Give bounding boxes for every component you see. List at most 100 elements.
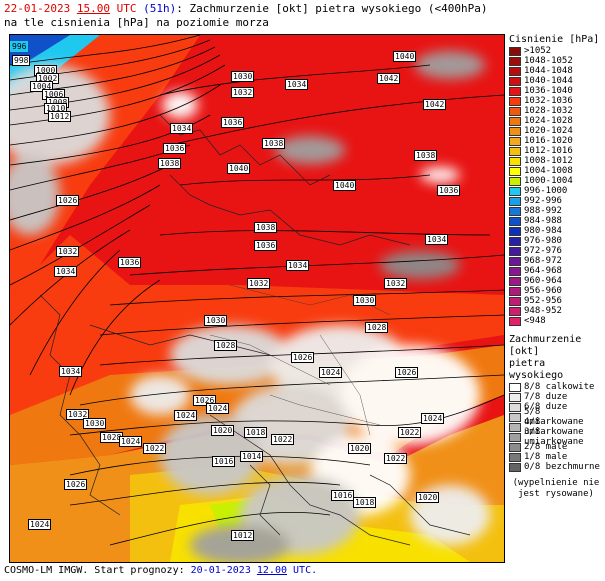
legend-swatch [509,76,521,86]
legend-swatch [509,126,521,136]
legend-label: 6/8 duze [524,402,568,412]
cloud-legend-item: 1/8 male [509,452,603,462]
isobar-label: 1040 [393,51,417,62]
start-time: 12.00 [256,565,287,576]
legend-swatch [509,176,521,186]
legend-label: 1/8 male [524,452,568,462]
legend-label: 1008-1012 [524,156,573,166]
isobar-label: 1030 [353,295,377,306]
legend-label: 1048-1052 [524,56,573,66]
isobar-label: 996 [10,41,29,52]
pressure-legend-item: 976-980 [509,236,603,246]
isobar-label: 1038 [414,150,438,161]
legend-label: 1004-1008 [524,166,573,176]
legend-swatch [509,186,521,196]
legend-note-line1: (wypelnienie nie [512,478,600,488]
isobar-label: 1024 [319,367,343,378]
isobar-label: 1018 [353,497,377,508]
isobar-label: 1036 [221,117,245,128]
legend-swatch [509,402,521,412]
pressure-legend-item: 980-984 [509,226,603,236]
start-date: 20-01-2023 [190,565,251,576]
cloud-legend-item: 3/8 umiarkowane [509,427,603,447]
pressure-legend-item: 1028-1032 [509,106,603,116]
legend-label: <948 [524,316,546,326]
pressure-legend-item: 996-1000 [509,186,603,196]
legend-label: 1032-1036 [524,96,573,106]
isobar-label: 1026 [193,395,217,406]
cloud-legend-item: 4/8 umiarkowane [509,417,603,437]
isobar-label: 1032 [247,278,271,289]
legend-label: 0/8 bezchmurne [524,462,600,472]
legend-label: 964-968 [524,266,562,276]
legend-label: 976-980 [524,236,562,246]
pressure-legend: >1052 1048-1052 1044-1048 1040-1044 1036-104… [509,46,603,326]
legend-swatch [509,412,521,422]
isobar-label: 1022 [384,453,408,464]
cloud-legend-item: 5/8 umiarkowane [509,407,603,427]
legend-swatch [509,56,521,66]
pressure-legend-item: <948 [509,316,603,326]
footer-prefix: COSMO-LM IMGW. Start prognozy: [4,565,191,576]
isobar-label: 1030 [204,315,228,326]
isobar-label: 1016 [212,456,236,467]
pressure-legend-item: >1052 [509,46,603,56]
pressure-legend-item: 1020-1024 [509,126,603,136]
legend-label: 948-952 [524,306,562,316]
pressure-legend-item: 956-960 [509,286,603,296]
legend-label: 988-992 [524,206,562,216]
pressure-legend-item: 988-992 [509,206,603,216]
isobar-label: 1028 [214,340,238,351]
pressure-legend-item: 968-972 [509,256,603,266]
legend-swatch [509,166,521,176]
legend-swatch [509,96,521,106]
isobar-label: 1036 [254,240,278,251]
weather-map: 996 998 1000 1002 1004 1006 1008 1010 10… [9,34,505,563]
legend-swatch [509,392,521,402]
forecast-footer: COSMO-LM IMGW. Start prognozy: 20-01-202… [4,565,317,577]
legend-label: 1028-1032 [524,106,573,116]
legend-swatch [509,116,521,126]
legend-note-line2: jest rysowane) [518,489,594,499]
isobar-label: 1024 [174,410,198,421]
legend-swatch [509,106,521,116]
legend-label: 5/8 umiarkowane [524,407,584,427]
legend-swatch [509,452,521,462]
isobar-label: 1022 [143,443,167,454]
legend-label: 996-1000 [524,186,568,196]
map-title: 22-01-2023 15.00 UTC (51h): Zachmurzenie… [4,2,488,15]
legend-swatch [509,196,521,206]
pressure-legend-item: 992-996 [509,196,603,206]
legend-swatch [509,276,521,286]
pressure-legend-title: Cisnienie [hPa] [509,34,600,45]
cloud-legend-subtitle: pietra wysokiego [509,358,564,381]
isobar-label: 1030 [231,71,255,82]
isobar-label: 1026 [64,479,88,490]
isobar-label: 1012 [48,111,72,122]
legend-swatch [509,66,521,76]
legend-label: 1040-1044 [524,76,573,86]
legend-label: 952-956 [524,296,562,306]
cloud-legend-item: 6/8 duze [509,402,603,412]
isobar-label: 1032 [66,409,90,420]
legend-label: 992-996 [524,196,562,206]
isobar-label: 1012 [231,530,255,541]
isobar-label: 1020 [211,425,235,436]
map-subtitle: na tle cisnienia [hPa] na poziomie morza [4,16,269,29]
legend-label: 984-988 [524,216,562,226]
isobar-label: 1038 [254,222,278,233]
legend-label: 980-984 [524,226,562,236]
legend-label: 1044-1048 [524,66,573,76]
pressure-legend-item: 952-956 [509,296,603,306]
valid-time: 15.00 [76,2,110,15]
pressure-legend-item: 960-964 [509,276,603,286]
lead-time: (51h) [143,2,177,15]
isobar-label: 1020 [348,443,372,454]
pressure-legend-item: 1032-1036 [509,96,603,106]
isobar-label: 1024 [206,403,230,414]
legend-swatch [509,442,521,452]
isobar-label: 1016 [331,490,355,501]
legend-swatch [509,256,521,266]
pressure-legend-item: 1012-1016 [509,146,603,156]
isobar-label: 1034 [286,260,310,271]
